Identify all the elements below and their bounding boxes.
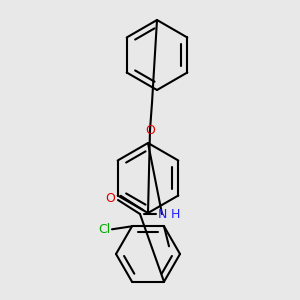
Text: H: H: [170, 208, 180, 220]
Text: N: N: [157, 208, 167, 220]
Text: O: O: [145, 124, 155, 136]
Text: Cl: Cl: [98, 223, 110, 236]
Text: O: O: [105, 191, 115, 205]
